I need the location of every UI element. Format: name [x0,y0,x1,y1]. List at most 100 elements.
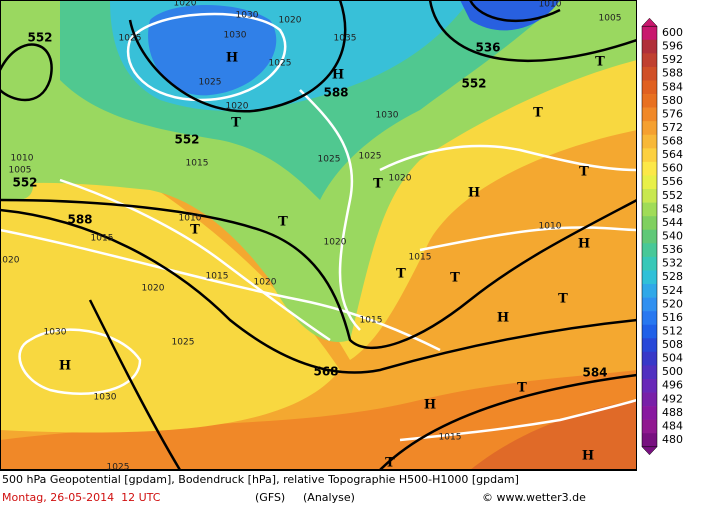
colorbar-swatch [642,189,657,203]
map-label: 588 [67,213,92,227]
colorbar-label: 540 [662,230,683,243]
map-label: 1015 [91,234,114,244]
map-label: 1010 [539,222,562,232]
colorbar-swatch [642,338,657,353]
colorbar-label: 580 [662,94,683,107]
colorbar-swatch [642,351,657,366]
colorbar-swatch [642,80,657,95]
map-label: T [450,271,460,286]
colorbar-swatch [642,134,657,149]
colorbar-label: 504 [662,352,683,365]
map-label: 1015 [409,253,432,263]
colorbar-swatch [642,175,657,190]
map-label: T [385,456,395,471]
map-label: 1020 [254,278,277,288]
colorbar-swatch [642,53,657,68]
colorbar-label: 596 [662,40,683,53]
colorbar-swatch [642,202,657,217]
footer-caption: 500 hPa Geopotential [gpdam], Bodendruck… [2,473,519,486]
map-label: T [373,177,383,192]
map-label: 1030 [94,393,117,403]
map-frame [0,0,637,470]
colorbar-swatch [642,243,657,258]
colorbar-swatch [642,148,657,163]
map-label: 552 [461,77,486,91]
colorbar-swatch [642,406,657,420]
map-label: 1035 [334,34,357,44]
colorbar-label: 512 [662,324,683,337]
map-label: 1005 [9,166,32,176]
map-label: 1025 [107,463,130,473]
colorbar-swatch [642,297,657,312]
map-label: 1010 [179,214,202,224]
isobars [0,12,637,442]
map-label: T [517,381,527,396]
map-label: 1030 [376,111,399,121]
map-label: 552 [27,31,52,45]
colorbar-swatch [642,392,657,407]
map-label: 1020 [324,238,347,248]
colorbar-label: 532 [662,257,683,270]
map-label: 1025 [119,34,142,44]
map-label: 1020 [142,284,165,294]
colorbar-label: 588 [662,67,683,80]
colorbar-swatch [642,66,657,81]
map-label: 536 [475,41,500,55]
map-label: T [558,292,568,307]
colorbar-label: 552 [662,189,683,202]
colorbar-label: 564 [662,148,683,161]
map-label: 1015 [439,433,462,443]
map-label: T [231,116,241,131]
map-label: 1025 [172,338,195,348]
map-label: 1010 [539,0,562,10]
colorbar-label: 584 [662,80,683,93]
colorbar-label: 600 [662,26,683,39]
map-label: 568 [313,365,338,379]
colorbar: 6005965925885845805765725685645605565525… [641,17,683,456]
colorbar-swatch [642,324,657,339]
map-label: T [533,106,543,121]
colorbar-label: 576 [662,107,683,120]
map-label: 584 [582,366,607,380]
map-label: T [190,223,200,238]
colorbar-label: 544 [662,216,683,229]
map-label: 1015 [186,159,209,169]
footer-date: Montag, 26-05-2014 12 UTC [2,491,161,504]
map-label: 1010 [11,154,34,164]
map-label: 1005 [599,14,622,24]
colorbar-swatch [642,229,657,244]
map-labels: 552 1020 1030 1020 1030 1025 1035 H H 1025 1025 588… [0,0,621,473]
colorbar-label: 508 [662,338,683,351]
map-label: 1030 [236,11,259,21]
colorbar-arrow-bottom [641,446,658,456]
colorbar-label: 536 [662,243,683,256]
colorbar-label: 484 [662,419,683,432]
map-label: H [226,51,238,66]
colorbar-label: 556 [662,175,683,188]
colorbar-label: 488 [662,406,683,419]
map-label: T [396,267,406,282]
map-label: T [579,165,589,180]
colorbar-swatch [642,283,657,298]
colorbar-label: 520 [662,297,683,310]
colorbar-label: 496 [662,379,683,392]
colorbar-swatch [642,311,657,325]
map-label: 1030 [224,31,247,41]
map-background [0,0,637,470]
colorbar-label: 592 [662,53,683,66]
colorbar-swatch [642,419,657,434]
map-label: H [59,359,71,374]
map-label: H [468,186,480,201]
map-label: T [595,55,605,70]
colorbar-frame [641,25,658,448]
colorbar-swatch [642,39,657,54]
map-label: H [582,449,594,464]
colorbar-label: 572 [662,121,683,134]
colorbar-label: 516 [662,311,683,324]
map-label: H [578,237,590,252]
colorbar-label: 568 [662,135,683,148]
colorbar-swatch [642,26,657,41]
map-label: 1025 [359,152,382,162]
footer-model: (GFS) [255,491,285,504]
